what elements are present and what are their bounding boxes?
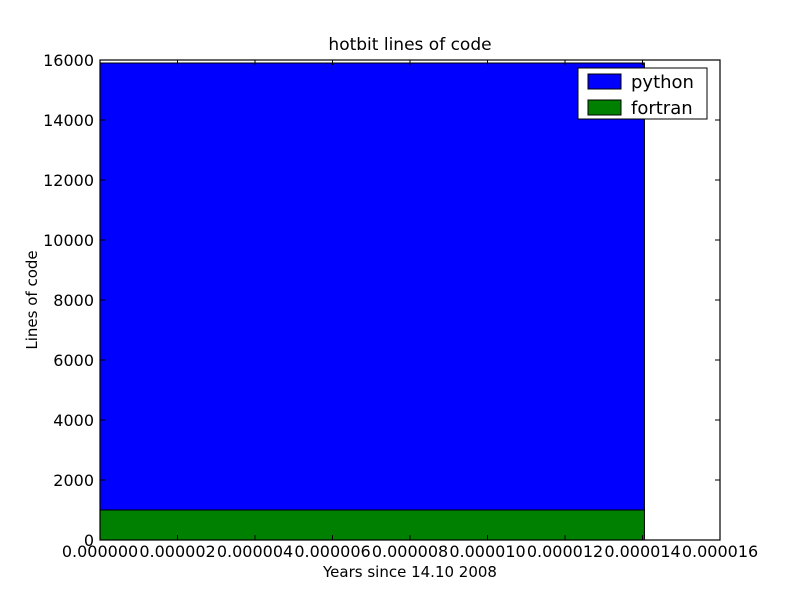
legend-swatch-fortran <box>587 99 622 116</box>
legend: python fortran <box>577 67 708 120</box>
y-tick-label: 4000 <box>53 411 94 430</box>
y-axis-title: Lines of code <box>23 250 41 349</box>
y-axis-ticks: 0 2000 4000 6000 8000 10000 12000 14000 16000 <box>43 51 720 550</box>
x-tick-label: 0.000002 <box>139 542 215 561</box>
area-layers <box>99 62 645 541</box>
x-axis-title: Years since 14.10 2008 <box>322 563 497 581</box>
x-tick-label: 0.000008 <box>372 542 448 561</box>
y-tick-label: 0 <box>84 531 94 550</box>
legend-swatch-python <box>587 73 622 90</box>
legend-label-python: python <box>631 72 694 93</box>
x-tick-label: 0.000012 <box>527 542 603 561</box>
chart-title: hotbit lines of code <box>328 35 491 55</box>
x-tick-label: 0.000014 <box>604 542 680 561</box>
x-tick-label: 0.000000 <box>62 542 138 561</box>
x-tick-label: 0.000010 <box>449 542 525 561</box>
y-tick-label: 6000 <box>53 351 94 370</box>
x-tick-label: 0.000004 <box>217 542 293 561</box>
area-fortran <box>99 509 645 541</box>
y-tick-label: 16000 <box>43 51 94 70</box>
y-tick-label: 2000 <box>53 471 94 490</box>
y-tick-label: 14000 <box>43 111 94 130</box>
legend-label-fortran: fortran <box>631 98 693 119</box>
y-tick-label: 12000 <box>43 171 94 190</box>
area-python <box>99 62 645 511</box>
x-axis-ticks: 0.000000 0.000002 0.000004 0.000006 0.000008… <box>62 60 758 561</box>
y-tick-label: 8000 <box>53 291 94 310</box>
x-tick-label: 0.000016 <box>682 542 758 561</box>
y-tick-label: 10000 <box>43 231 94 250</box>
legend-entries: python fortran <box>587 72 694 119</box>
x-tick-label: 0.000006 <box>294 542 370 561</box>
